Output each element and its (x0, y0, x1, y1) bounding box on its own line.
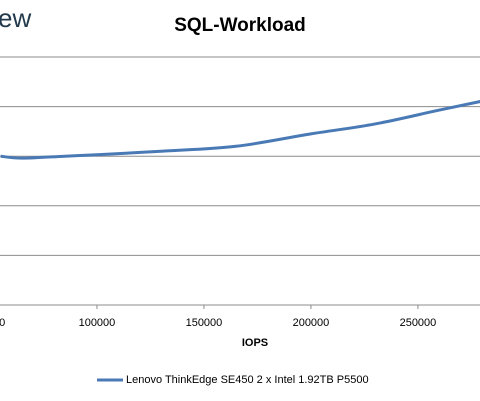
x-tick-label: 250000 (400, 317, 437, 329)
x-tick-label: 100000 (79, 317, 116, 329)
x-tick-label: 150000 (186, 317, 223, 329)
chart-title: SQL-Workload (174, 15, 306, 36)
x-axis-label: IOPS (242, 337, 268, 349)
series-line (0, 100, 480, 160)
logo: ew (0, 3, 31, 33)
x-tick-label: 200000 (293, 317, 330, 329)
legend-label: Lenovo ThinkEdge SE450 2 x Intel 1.92TB … (126, 374, 369, 386)
x-tick-label: 50000 (0, 317, 5, 329)
